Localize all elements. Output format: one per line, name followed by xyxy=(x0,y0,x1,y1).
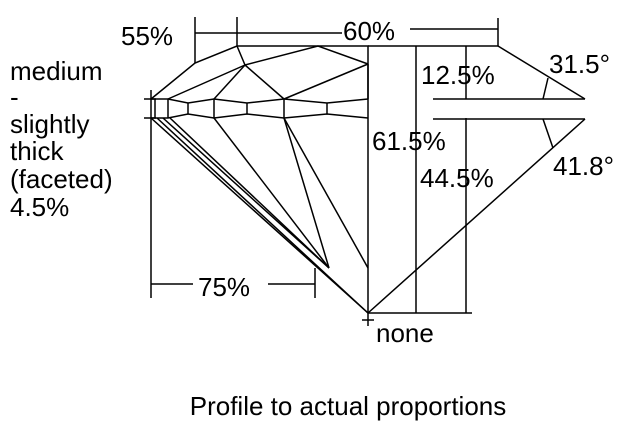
total-depth-label: 61.5% xyxy=(372,126,446,156)
angle-diagram xyxy=(367,45,586,314)
culet-marker xyxy=(362,313,374,326)
crown-facet-line xyxy=(283,63,369,100)
table-label: 60% xyxy=(343,16,395,46)
pavilion-depth-label: 44.5% xyxy=(420,163,494,193)
lower-half-label: 75% xyxy=(198,272,250,302)
crown-facet-line xyxy=(167,64,246,100)
culet-label: none xyxy=(376,318,434,348)
crown-facet-line xyxy=(244,64,285,100)
pavilion-angle-label: 41.8° xyxy=(553,151,614,181)
crown-outline xyxy=(150,45,369,100)
diamond-profile xyxy=(150,45,374,326)
caption: Profile to actual proportions xyxy=(190,391,507,421)
girdle-top xyxy=(151,98,369,104)
girdle-label: medium - slightly thick (faceted) 4.5% xyxy=(10,56,113,222)
crown-facet-lines xyxy=(236,45,369,66)
girdle-label-line: slightly xyxy=(10,109,89,139)
star-length-label: 55% xyxy=(121,21,173,51)
girdle-label-line: medium xyxy=(10,56,102,86)
girdle-label-line: thick xyxy=(10,136,64,166)
girdle-label-line: 4.5% xyxy=(10,192,69,222)
crown-height-label: 12.5% xyxy=(421,60,495,90)
pavilion-lines xyxy=(150,64,369,314)
girdle-bottom xyxy=(151,113,369,119)
girdle-facets xyxy=(154,99,328,118)
dimension-lines xyxy=(144,17,499,314)
crown-facet-line xyxy=(213,64,246,100)
crown-angle-label: 31.5° xyxy=(549,49,610,79)
girdle-label-line: - xyxy=(10,82,19,112)
girdle-label-line: (faceted) xyxy=(10,164,113,194)
